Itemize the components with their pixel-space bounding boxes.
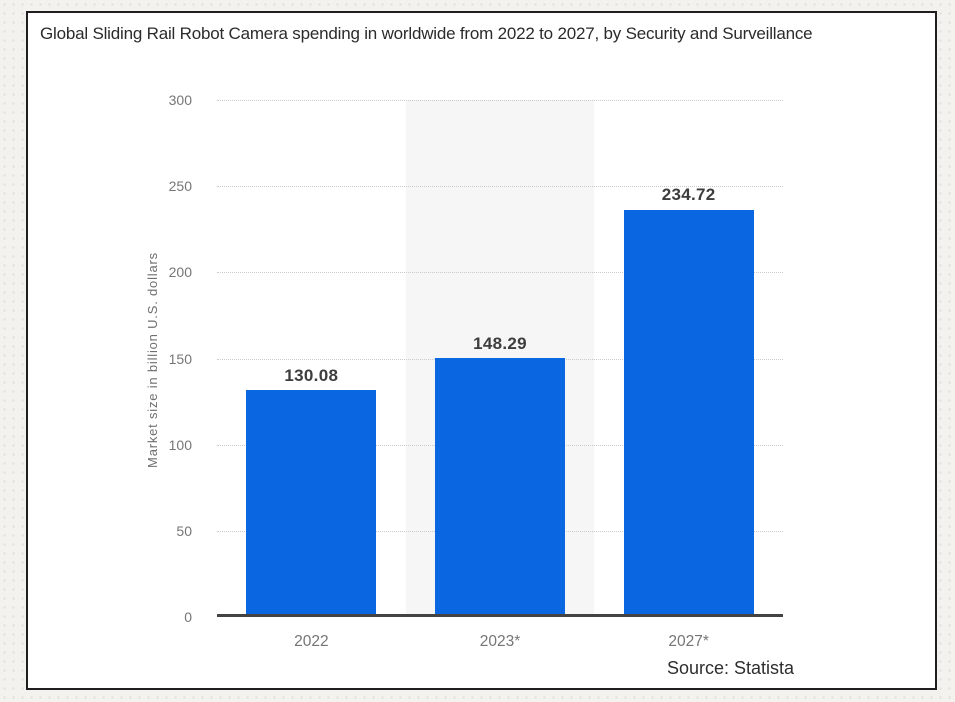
bar-2027[interactable] [623,209,754,614]
y-tick-0: 0 [184,609,192,625]
x-tick-2023: 2023* [479,633,521,650]
y-tick-300: 300 [168,92,192,108]
gridline-200 [217,272,783,274]
x-tick-2022: 2022 [294,633,329,650]
value-label-2022: 130.08 [284,365,339,385]
chart-card: Global Sliding Rail Robot Camera spendin… [26,11,937,690]
bar-2023[interactable] [435,358,565,614]
y-tick-200: 200 [168,264,192,281]
y-tick-100: 100 [168,436,192,453]
value-label-2027: 234.72 [661,185,716,205]
source-label: Source: Statista [667,658,795,678]
plot-area [217,100,783,617]
value-label-2023: 148.29 [473,334,527,354]
x-tick-2027: 2027* [668,633,709,650]
y-tick-50: 50 [176,522,192,539]
y-tick-150: 150 [168,350,192,367]
gridline-300 [217,100,783,101]
chart-title: Global Sliding Rail Robot Camera spendin… [40,24,813,43]
y-tick-250: 250 [168,178,192,195]
bar-2022[interactable] [246,389,377,614]
gridline-250 [217,186,783,188]
